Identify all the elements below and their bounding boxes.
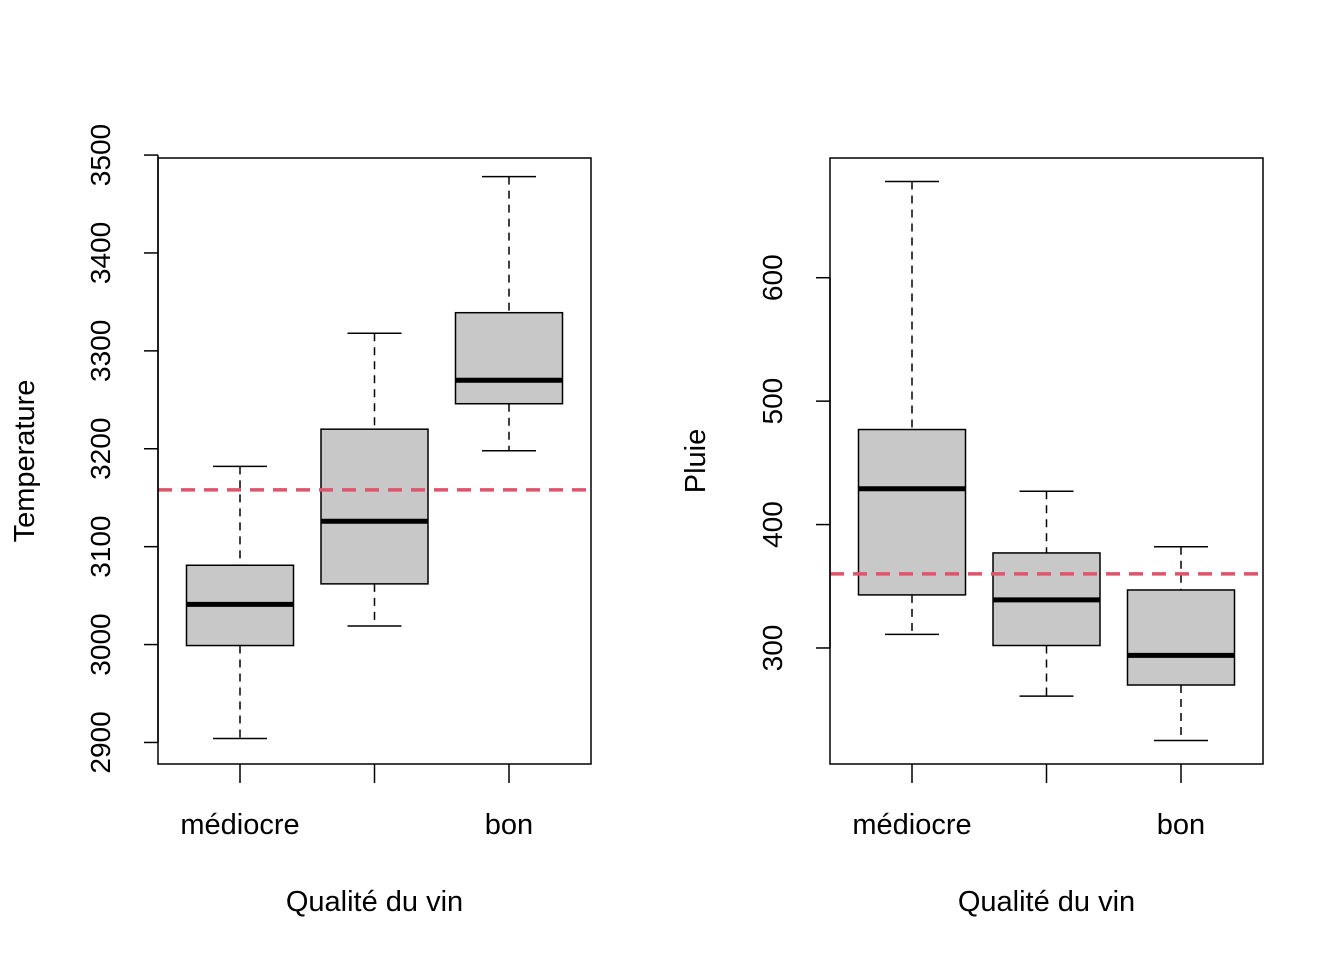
pluie-y-axis: 300 400 500 600 — [757, 254, 831, 672]
iqr-box — [1126, 589, 1236, 686]
iqr-box — [320, 428, 429, 585]
pluie-x-axis: médiocre bon — [852, 764, 1205, 841]
temperature-boxplot-marks — [158, 175, 591, 740]
y-tick-label: 3000 — [85, 613, 116, 675]
iqr-box — [454, 311, 564, 405]
y-tick-label: 300 — [757, 625, 788, 672]
temperature-boxplot-panel: 2900 3000 3100 3200 3300 3400 3500 médiocre bon… — [9, 124, 592, 918]
y-tick-label: 600 — [757, 254, 788, 301]
pluie-x-axis-title: Qualité du vin — [958, 886, 1135, 918]
pluie-boxplot-marks — [830, 180, 1263, 742]
y-tick-label: 2900 — [85, 711, 116, 773]
x-category-label: médiocre — [180, 809, 299, 841]
x-category-label: médiocre — [852, 809, 971, 841]
y-tick-label: 3400 — [85, 222, 116, 284]
temperature-x-axis-title: Qualité du vin — [286, 886, 463, 918]
y-tick-label: 3500 — [85, 124, 116, 186]
y-tick-label: 3200 — [85, 418, 116, 480]
x-category-label: bon — [485, 809, 533, 841]
iqr-box — [857, 428, 967, 596]
y-tick-label: 3300 — [85, 320, 116, 382]
pluie-y-axis-title: Pluie — [680, 429, 712, 494]
x-category-label: bon — [1157, 809, 1205, 841]
temperature-y-axis: 2900 3000 3100 3200 3300 3400 3500 — [85, 124, 159, 774]
temperature-x-axis: médiocre bon — [180, 764, 533, 841]
y-tick-label: 500 — [757, 378, 788, 425]
temperature-y-axis-title: Temperature — [9, 380, 41, 543]
y-tick-label: 400 — [757, 501, 788, 548]
y-tick-label: 3100 — [85, 516, 116, 578]
